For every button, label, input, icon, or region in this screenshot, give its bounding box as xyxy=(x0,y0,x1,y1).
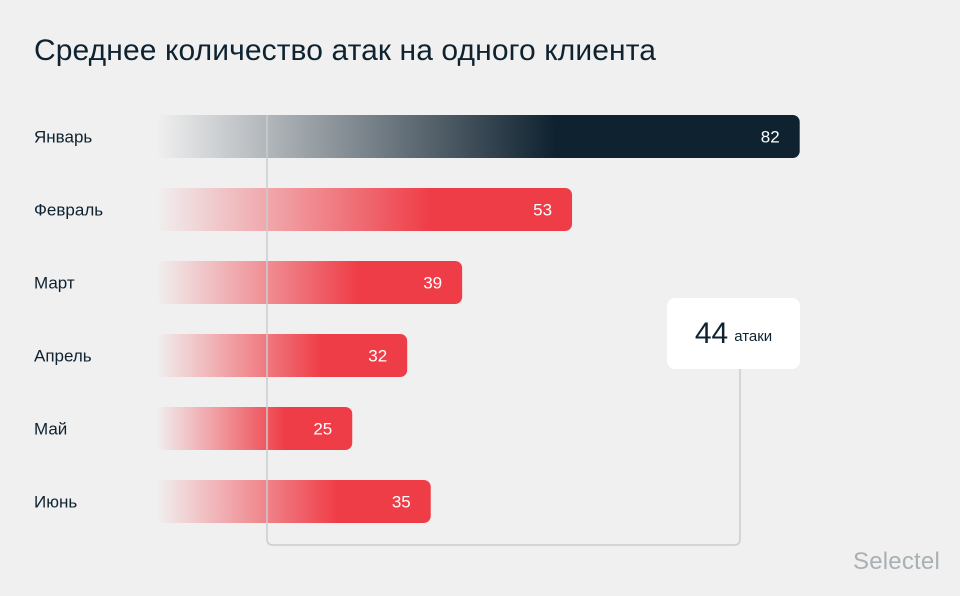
reference-line-44 xyxy=(266,115,741,546)
bar-5 xyxy=(156,407,353,450)
bar-value-label: 82 xyxy=(761,128,780,147)
bar-1 xyxy=(156,115,800,158)
bar-2 xyxy=(156,188,573,231)
category-label: Март xyxy=(34,274,75,293)
bar-value-label: 32 xyxy=(368,347,387,366)
reference-callout: 44 атаки xyxy=(667,298,800,369)
bar-4 xyxy=(156,334,408,377)
bar-value-label: 25 xyxy=(313,420,332,439)
bar-value-label: 53 xyxy=(533,201,552,220)
selectel-logo: Selectel xyxy=(853,548,940,575)
category-label: Февраль xyxy=(34,201,103,220)
bar-6 xyxy=(156,480,431,523)
callout-unit: атаки xyxy=(734,328,773,345)
category-labels-layer: Январь Февраль Март Апрель Май Июнь xyxy=(34,128,103,512)
bar-3 xyxy=(156,261,463,304)
chart-title: Среднее количество атак на одного клиент… xyxy=(34,34,656,67)
category-label: Январь xyxy=(34,128,92,147)
bars-layer: 82 53 39 32 25 35 xyxy=(156,115,800,523)
category-label: Апрель xyxy=(34,347,92,366)
callout-value: 44 xyxy=(694,316,729,350)
category-label: Июнь xyxy=(34,493,77,512)
bar-value-label: 35 xyxy=(392,493,411,512)
category-label: Май xyxy=(34,420,67,439)
bar-value-label: 39 xyxy=(423,274,442,293)
